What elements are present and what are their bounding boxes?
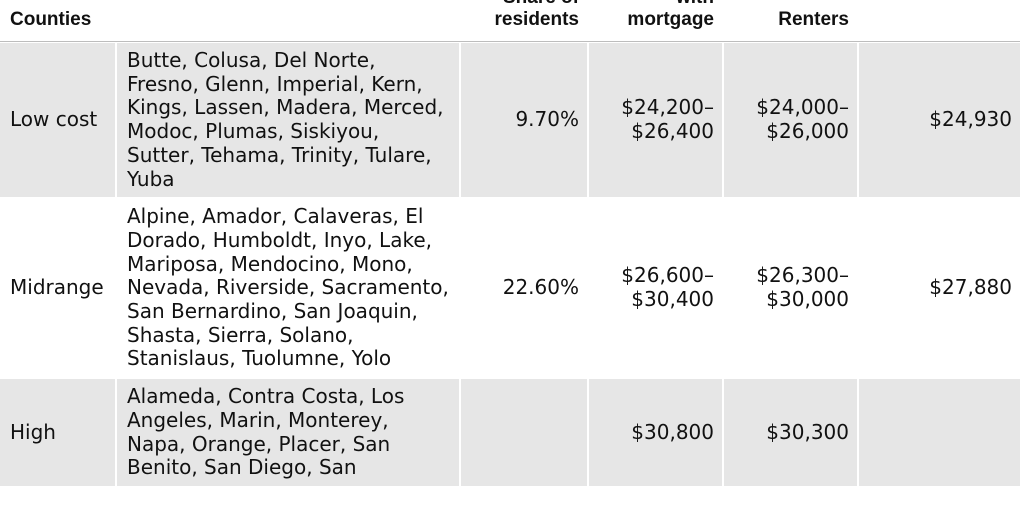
mortgage-range-low: $26,600– bbox=[621, 263, 714, 288]
last-value: $27,880 bbox=[857, 197, 1020, 378]
table-row-low-cost: Low cost Butte, Colusa, Del Norte, Fresn… bbox=[0, 42, 1020, 198]
mortgage-range: $30,800 bbox=[587, 377, 722, 486]
header-county-list bbox=[115, 0, 459, 42]
renters-range-low: $26,300– bbox=[756, 263, 849, 288]
renters-range-high: $26,000 bbox=[766, 119, 849, 144]
table-row-high: High Alameda, Contra Costa, Los Angeles,… bbox=[0, 377, 1020, 486]
header-mortgage-line1: with bbox=[676, 0, 714, 8]
renters-range: $30,300 bbox=[722, 377, 857, 486]
share-value: 22.60% bbox=[459, 197, 587, 378]
header-share-line2: residents bbox=[494, 9, 579, 30]
mortgage-range-high: $30,400 bbox=[631, 287, 714, 312]
header-renters: Renters bbox=[722, 0, 857, 42]
last-value: $24,930 bbox=[857, 42, 1020, 198]
header-row: Counties Share ofresidents withmortgage … bbox=[0, 0, 1020, 42]
renters-range-low: $30,300 bbox=[766, 419, 849, 444]
county-list: Alpine, Amador, Calaveras, El Dorado, Hu… bbox=[115, 197, 459, 378]
county-list: Butte, Colusa, Del Norte, Fresno, Glenn,… bbox=[115, 42, 459, 198]
last-value bbox=[857, 377, 1020, 486]
mortgage-range: $26,600– $30,400 bbox=[587, 197, 722, 378]
tier-label: Midrange bbox=[0, 197, 115, 377]
header-mortgage-line2: mortgage bbox=[627, 9, 714, 30]
table-row-midrange: Midrange Alpine, Amador, Calaveras, El D… bbox=[0, 197, 1020, 378]
header-counties: Counties bbox=[0, 0, 115, 42]
county-cost-table: Counties Share ofresidents withmortgage … bbox=[0, 0, 1020, 486]
mortgage-range-low: $30,800 bbox=[631, 419, 714, 444]
renters-range-low: $24,000– bbox=[756, 95, 849, 120]
county-list: Alameda, Contra Costa, Los Angeles, Mari… bbox=[115, 377, 459, 486]
header-last bbox=[857, 0, 1020, 42]
mortgage-range-high: $26,400 bbox=[631, 119, 714, 144]
tier-label: Low cost bbox=[0, 42, 115, 198]
share-value bbox=[459, 377, 587, 486]
mortgage-range: $24,200– $26,400 bbox=[587, 42, 722, 198]
renters-range: $24,000– $26,000 bbox=[722, 42, 857, 198]
renters-range-high: $30,000 bbox=[766, 287, 849, 312]
tier-label: High bbox=[0, 377, 115, 486]
header-share-of-residents: Share ofresidents bbox=[459, 0, 587, 42]
renters-range: $26,300– $30,000 bbox=[722, 197, 857, 378]
mortgage-range-low: $24,200– bbox=[621, 95, 714, 120]
header-share-line1: Share of bbox=[503, 0, 579, 8]
header-with-mortgage: withmortgage bbox=[587, 0, 722, 42]
share-value: 9.70% bbox=[459, 42, 587, 198]
